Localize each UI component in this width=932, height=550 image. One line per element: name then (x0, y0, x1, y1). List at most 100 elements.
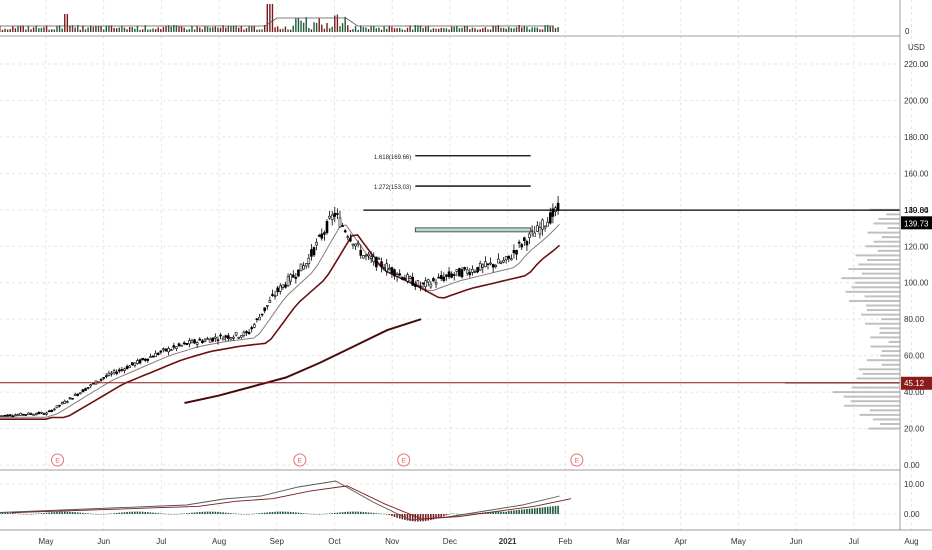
candle-body (276, 287, 279, 293)
candle-body (385, 263, 389, 272)
volume-profile-bar (845, 290, 900, 293)
volume-profile-bar (851, 386, 900, 389)
macd-histogram-bar (531, 508, 533, 514)
macd-histogram-bar (406, 514, 409, 521)
volume-bar (349, 29, 352, 32)
volume-bar (523, 26, 526, 32)
volume-bar (199, 27, 201, 32)
macd-histogram-bar (492, 511, 494, 514)
volume-bar (175, 25, 178, 32)
volume-bar (321, 24, 323, 32)
volume-bar (232, 26, 235, 32)
candle-body (156, 352, 160, 355)
macd-histogram-bar (341, 512, 344, 514)
volume-bar (209, 27, 211, 32)
macd-histogram-bar (453, 513, 456, 515)
candle-body (286, 276, 290, 287)
candle-body (232, 336, 235, 339)
volume-bar (534, 27, 536, 32)
volume-bar (347, 25, 349, 32)
price-tick-label: 180.00 (904, 133, 929, 142)
volume-bar (417, 25, 419, 32)
macd-histogram-bar (76, 512, 79, 514)
time-grid (45, 0, 912, 530)
candle-body (234, 332, 238, 336)
volume-bar (240, 26, 243, 32)
candle-body (478, 262, 482, 271)
candle-body (367, 253, 370, 257)
macd-histogram-bar (365, 512, 367, 514)
macd-histogram-bar (126, 511, 128, 514)
volume-bar (531, 27, 533, 32)
volume-bar (103, 29, 105, 32)
candle-body (471, 269, 474, 273)
volume-profile-bar (832, 391, 900, 394)
candle-body (143, 358, 147, 361)
volume-profile-bar (850, 400, 900, 403)
macd-histogram-bar (69, 511, 71, 514)
candle-body (364, 254, 368, 257)
macd-histogram-bar (318, 513, 321, 515)
volume-bar (165, 26, 167, 32)
volume-bar (201, 29, 204, 32)
macd-histogram-bar (198, 511, 201, 514)
volume-bar (399, 27, 401, 32)
volume-bar (53, 29, 56, 32)
candle-body (21, 413, 25, 416)
time-tick-label: Oct (328, 537, 341, 546)
candle-body (338, 217, 342, 228)
candle-body (424, 280, 427, 287)
volume-axis-label: 0 (905, 27, 910, 36)
macd-histogram-bar (456, 513, 458, 515)
candle-body (434, 282, 438, 285)
macd-histogram-bar (333, 512, 336, 514)
candle-body (24, 414, 28, 416)
volume-profile-bar (888, 340, 900, 343)
volume-bar (526, 27, 528, 32)
volume-bar (167, 25, 170, 32)
candle-body (548, 212, 552, 224)
volume-profile-bar (866, 359, 900, 362)
macd-line (0, 480, 560, 521)
volume-bar (300, 20, 302, 32)
candle-body (408, 276, 412, 279)
candle-body (533, 232, 537, 237)
earnings-marker (397, 453, 411, 467)
volume-bar (160, 28, 162, 32)
volume-bar (313, 22, 315, 32)
volume-bar (287, 29, 289, 32)
earnings-marker (570, 453, 584, 467)
macd-histogram-bar (74, 512, 76, 514)
earnings-marker-label: E (401, 458, 406, 465)
macd-histogram-bar (430, 514, 432, 521)
macd-histogram-bar (528, 508, 531, 514)
candle-body (510, 258, 513, 261)
volume-bar (508, 27, 510, 32)
earnings-marker (51, 453, 65, 467)
volume-bar (38, 28, 40, 32)
volume-bar (518, 25, 520, 32)
macd-histogram-bar (520, 509, 523, 514)
volume-bar (157, 27, 159, 32)
price-axis-ticks: 220.00 200.00 180.00 160.00 140.00 120.00 100.… (904, 60, 929, 470)
macd-histogram-bar (173, 513, 175, 515)
volume-profile-bar (855, 281, 900, 284)
candle-body (390, 267, 394, 274)
candle-body (289, 274, 292, 282)
candle-body (211, 337, 215, 342)
candle-body (29, 413, 33, 415)
volume-bar (22, 25, 24, 32)
candle-body (58, 404, 61, 407)
macd-histogram-bar (237, 513, 240, 515)
volume-bar (453, 26, 455, 32)
candle-body (60, 402, 64, 405)
volume-bar (204, 26, 206, 32)
macd-histogram-bar (276, 511, 279, 514)
volume-bar (411, 29, 414, 32)
volume-bar (388, 25, 391, 32)
volume-bar (110, 25, 113, 32)
candle-body (452, 274, 456, 276)
last-price-tag (901, 216, 932, 230)
macd-histogram-bar (204, 511, 206, 514)
volume-bar (4, 28, 6, 32)
